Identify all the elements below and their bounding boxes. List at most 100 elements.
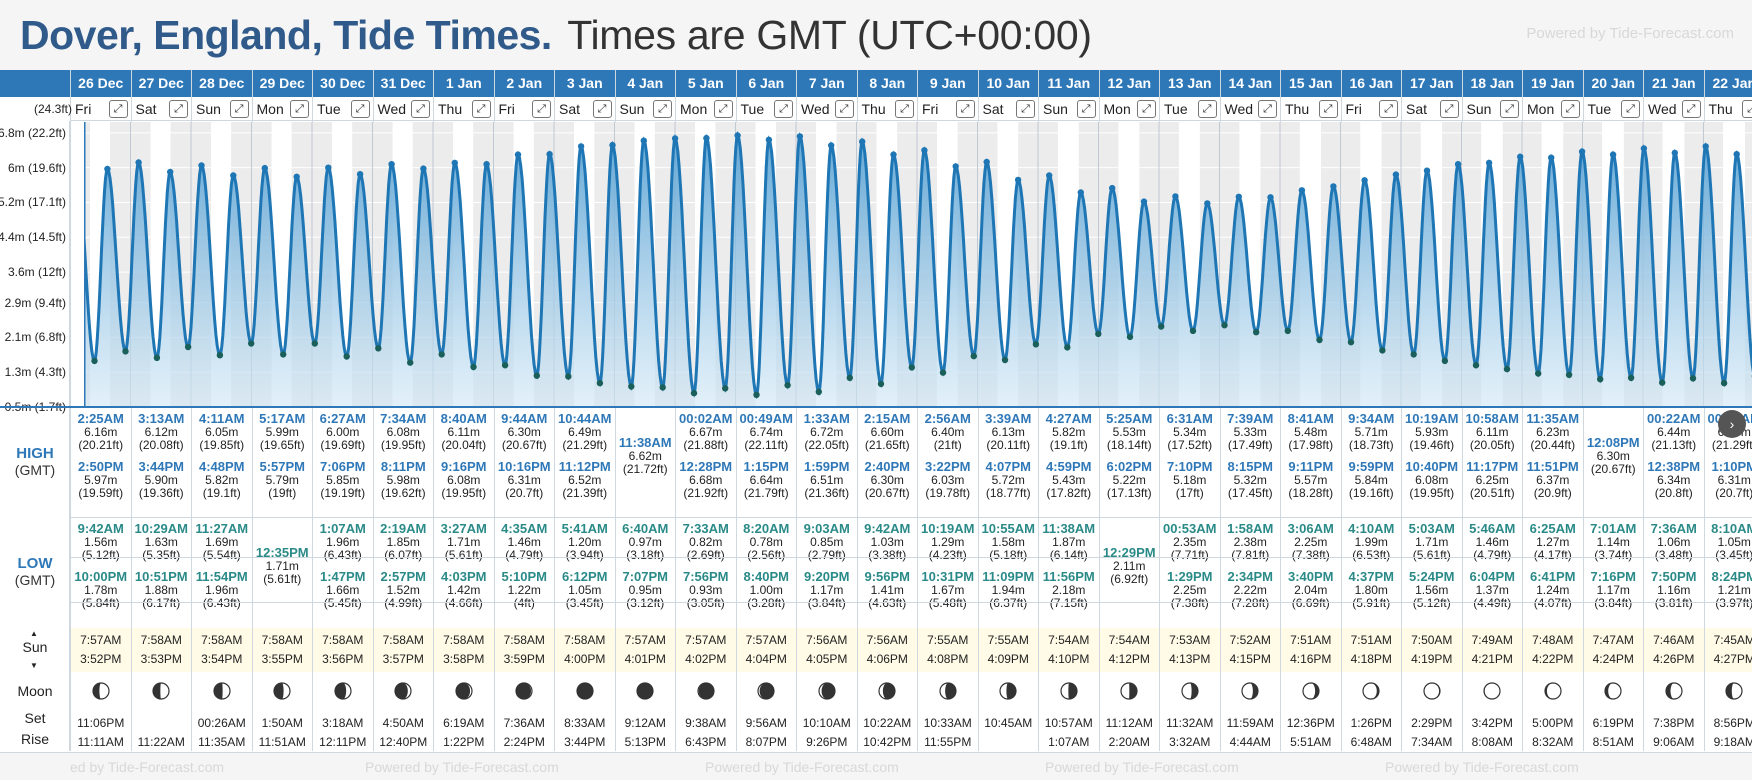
low-tide-point[interactable] — [375, 345, 382, 352]
expand-icon[interactable]: ⤢ — [1742, 100, 1752, 118]
expand-icon[interactable]: ⤢ — [592, 100, 612, 118]
low-tide-point[interactable] — [248, 340, 255, 347]
low-tide-point[interactable] — [1597, 376, 1604, 383]
low-tide-point[interactable] — [184, 343, 192, 351]
low-tide-point[interactable] — [784, 382, 791, 389]
low-tide-point[interactable] — [1126, 333, 1134, 341]
expand-icon[interactable]: ⤢ — [350, 100, 370, 118]
high-tide-point[interactable] — [1517, 153, 1524, 160]
low-tide-point[interactable] — [470, 363, 477, 371]
high-tide-point[interactable] — [765, 136, 773, 143]
low-tide-point[interactable] — [1158, 323, 1165, 330]
low-tide-point[interactable] — [565, 373, 572, 380]
high-tide-point[interactable] — [734, 132, 741, 139]
low-tide-point[interactable] — [280, 351, 287, 358]
expand-icon[interactable]: ⤢ — [229, 100, 249, 118]
high-tide-point[interactable] — [640, 137, 647, 144]
high-tide-point[interactable] — [1330, 183, 1337, 190]
expand-icon[interactable]: ⤢ — [1439, 100, 1459, 118]
high-tide-point[interactable] — [1077, 189, 1084, 196]
high-tide-point[interactable] — [1140, 198, 1148, 205]
low-tide-point[interactable] — [1221, 322, 1228, 329]
high-tide-point[interactable] — [859, 138, 866, 145]
expand-icon[interactable]: ⤢ — [1016, 100, 1035, 118]
high-tide-point[interactable] — [796, 133, 804, 140]
low-tide-point[interactable] — [1689, 375, 1697, 382]
expand-icon[interactable]: ⤢ — [108, 100, 128, 118]
low-tide-point[interactable] — [1095, 330, 1102, 338]
scroll-right-handle[interactable]: › — [1718, 410, 1746, 438]
high-tide-point[interactable] — [546, 151, 553, 158]
low-tide-point[interactable] — [628, 383, 635, 390]
low-tide-point[interactable] — [846, 374, 853, 381]
high-tide-point[interactable] — [356, 171, 364, 178]
high-tide-point[interactable] — [483, 161, 490, 168]
expand-icon[interactable]: ⤢ — [1621, 100, 1640, 118]
high-tide-point[interactable] — [451, 159, 458, 167]
expand-icon[interactable]: ⤢ — [532, 100, 551, 118]
low-tide-point[interactable] — [1503, 365, 1511, 373]
low-tide-point[interactable] — [1316, 336, 1323, 344]
low-tide-point[interactable] — [1032, 341, 1040, 348]
high-tide-point[interactable] — [983, 158, 990, 166]
high-tide-point[interactable] — [1578, 148, 1586, 155]
expand-icon[interactable]: ⤢ — [1560, 100, 1580, 118]
high-tide-point[interactable] — [1485, 159, 1493, 167]
low-tide-point[interactable] — [533, 372, 540, 379]
low-tide-point[interactable] — [1720, 379, 1728, 387]
low-tide-point[interactable] — [722, 385, 729, 392]
low-tide-point[interactable] — [1535, 370, 1542, 377]
low-tide-point[interactable] — [877, 380, 885, 388]
low-tide-point[interactable] — [939, 369, 947, 376]
high-tide-point[interactable] — [261, 164, 268, 172]
low-tide-point[interactable] — [153, 354, 161, 361]
low-tide-point[interactable] — [659, 384, 666, 391]
high-tide-point[interactable] — [1235, 193, 1243, 200]
high-tide-point[interactable] — [514, 151, 522, 158]
low-tide-point[interactable] — [1659, 379, 1666, 386]
high-tide-point[interactable] — [1046, 172, 1053, 179]
expand-icon[interactable]: ⤢ — [290, 100, 309, 118]
low-tide-point[interactable] — [815, 388, 822, 395]
expand-icon[interactable]: ⤢ — [895, 100, 914, 118]
expand-icon[interactable]: ⤢ — [411, 100, 430, 118]
expand-icon[interactable]: ⤢ — [1197, 100, 1217, 118]
high-tide-point[interactable] — [1361, 177, 1368, 184]
high-tide-point[interactable] — [198, 162, 205, 169]
low-tide-point[interactable] — [1001, 356, 1009, 364]
high-tide-point[interactable] — [1204, 200, 1211, 207]
low-tide-point[interactable] — [1064, 344, 1071, 351]
high-tide-point[interactable] — [609, 141, 616, 149]
high-tide-point[interactable] — [1014, 176, 1022, 184]
high-tide-point[interactable] — [167, 168, 174, 176]
expand-icon[interactable]: ⤢ — [834, 100, 854, 118]
low-tide-point[interactable] — [216, 352, 224, 359]
high-tide-point[interactable] — [104, 165, 111, 173]
low-tide-point[interactable] — [1379, 347, 1386, 354]
expand-icon[interactable]: ⤢ — [1258, 100, 1277, 118]
low-tide-point[interactable] — [970, 352, 977, 360]
expand-icon[interactable]: ⤢ — [1137, 100, 1156, 118]
low-tide-point[interactable] — [1253, 329, 1260, 336]
low-tide-point[interactable] — [1627, 374, 1635, 381]
high-tide-point[interactable] — [921, 147, 928, 154]
high-tide-point[interactable] — [890, 151, 897, 158]
expand-icon[interactable]: ⤢ — [1379, 100, 1398, 118]
high-tide-point[interactable] — [325, 164, 332, 171]
high-tide-point[interactable] — [293, 173, 300, 180]
low-tide-point[interactable] — [1410, 351, 1417, 358]
high-tide-point[interactable] — [1172, 193, 1179, 200]
low-tide-point[interactable] — [1565, 371, 1573, 378]
expand-icon[interactable]: ⤢ — [955, 100, 975, 118]
expand-icon[interactable]: ⤢ — [774, 100, 793, 118]
expand-icon[interactable]: ⤢ — [1318, 100, 1338, 118]
expand-icon[interactable]: ⤢ — [1681, 100, 1701, 118]
high-tide-point[interactable] — [828, 142, 835, 149]
low-tide-point[interactable] — [438, 351, 445, 358]
high-tide-point[interactable] — [1454, 161, 1462, 168]
high-tide-point[interactable] — [1733, 151, 1740, 158]
high-tide-point[interactable] — [703, 134, 710, 142]
high-tide-point[interactable] — [230, 172, 237, 179]
low-tide-point[interactable] — [91, 357, 98, 365]
low-tide-point[interactable] — [407, 359, 414, 366]
